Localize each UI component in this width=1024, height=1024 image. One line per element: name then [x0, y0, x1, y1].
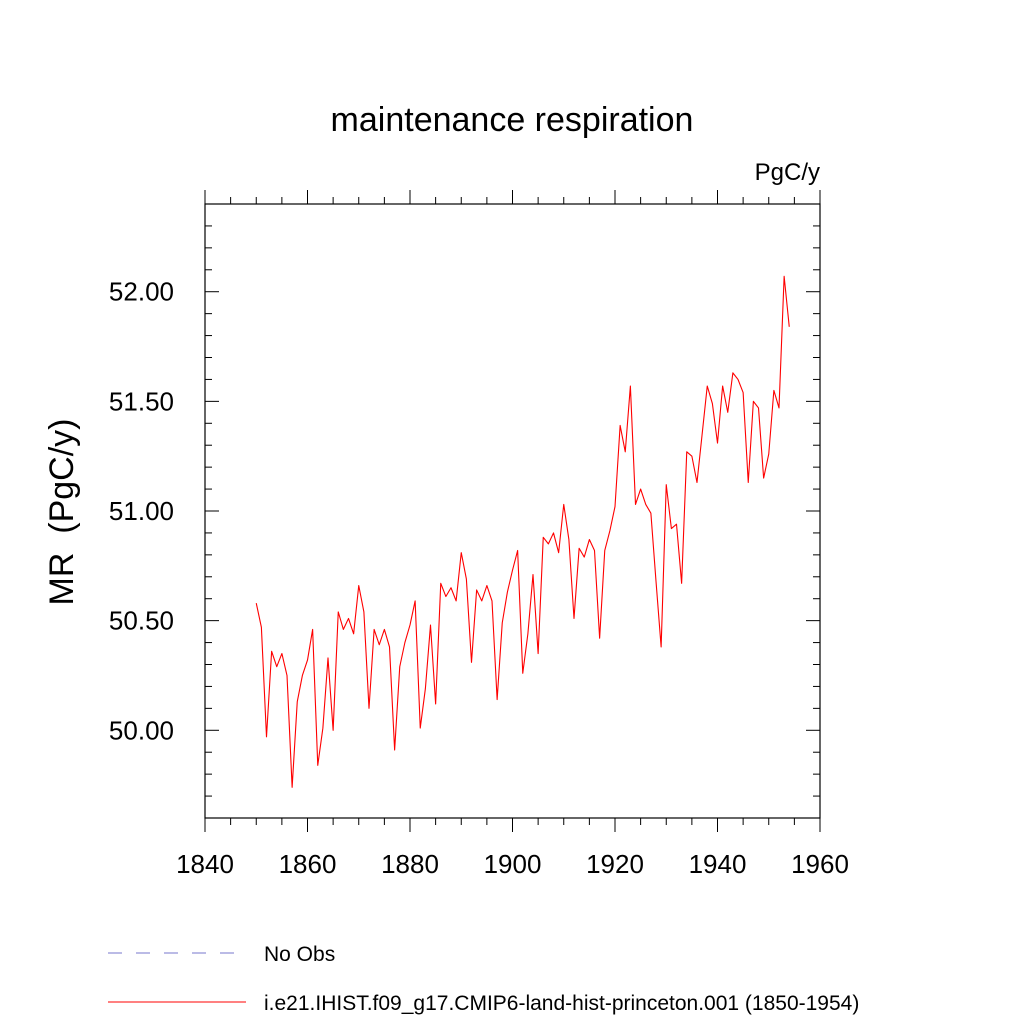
- x-tick-label: 1920: [586, 849, 644, 879]
- legend-label: i.e21.IHIST.f09_g17.CMIP6-land-hist-prin…: [264, 992, 859, 1015]
- y-tick-label: 51.00: [109, 496, 174, 526]
- legend-label: No Obs: [264, 943, 335, 966]
- y-axis-label: MR (PgC/y): [43, 419, 81, 606]
- y-tick-label: 50.00: [109, 715, 174, 745]
- x-tick-label: 1880: [381, 849, 439, 879]
- y-tick-label: 52.00: [109, 277, 174, 307]
- x-tick-label: 1960: [791, 849, 849, 879]
- series-line: [255, 275, 790, 788]
- axis-ticks: 1840 1860 1880 1900 1920 1940 1960 50.00 50.50 51…: [109, 190, 849, 879]
- x-tick-label: 1940: [689, 849, 747, 879]
- units-label: PgC/y: [755, 159, 820, 186]
- x-tick-label: 1860: [279, 849, 337, 879]
- chart-title: maintenance respiration: [331, 101, 694, 139]
- y-tick-label: 50.50: [109, 606, 174, 636]
- x-tick-label: 1840: [176, 849, 234, 879]
- y-tick-label: 51.50: [109, 386, 174, 416]
- x-tick-label: 1900: [484, 849, 542, 879]
- plot-frame: [204, 203, 821, 819]
- legend: No Obs i.e21.IHIST.f09_g17.CMIP6-land-his…: [108, 943, 859, 1015]
- series-lines: [255, 275, 790, 788]
